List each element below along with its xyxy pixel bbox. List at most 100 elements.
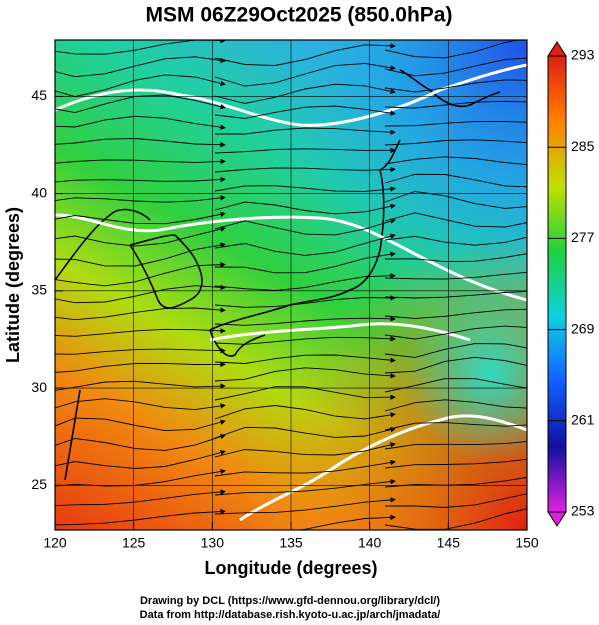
streamline [384,399,527,412]
x-axis-label: Longitude (degrees) [204,558,377,578]
streamline [55,398,226,411]
streamline [55,380,226,391]
streamline [384,356,527,374]
streamline [214,218,396,236]
streamline [214,442,396,458]
streamline [384,139,527,146]
streamline [214,251,396,274]
x-tick-label: 125 [122,535,146,551]
streamline [384,493,527,508]
streamline [384,121,527,127]
streamline [384,458,527,469]
streamline [214,405,396,420]
y-tick-label: 40 [31,184,47,200]
colorbar [547,55,567,513]
streamline [384,508,527,530]
colorbar-tick-label: 293 [571,47,595,63]
streamline [55,211,226,225]
streamline [55,284,226,304]
streamline [214,295,396,308]
streamline [214,105,396,119]
streamline [214,386,396,401]
streamline [384,173,527,188]
colorbar-tick-label: 269 [571,320,595,336]
colorbar-tick-label: 253 [571,503,595,519]
streamline [384,441,527,450]
colorbar-tick-label: 261 [571,412,595,428]
streamline [296,514,396,530]
streamline [214,147,396,154]
streamline [55,449,226,469]
streamline [214,497,396,515]
streamline [214,273,396,291]
y-tick-label: 30 [31,379,47,395]
streamline [214,426,396,439]
streamline [214,367,396,382]
streamline [384,271,527,280]
streamline [55,489,226,507]
streamline [384,343,527,358]
streamline [55,56,226,78]
streamline [384,40,521,59]
streamline [214,478,396,496]
credit-line: Data from http://database.rish.kyoto-u.a… [140,609,441,621]
streamline [55,176,226,183]
streamline [384,212,527,228]
streamline [214,166,396,173]
y-tick-label: 35 [31,282,47,298]
map-field [55,40,527,530]
y-tick-label: 45 [31,87,47,103]
streamline [214,459,396,477]
x-tick-label: 130 [201,535,225,551]
streamline [384,191,527,209]
streamline [214,43,396,66]
streamline [55,242,226,267]
streamline [384,156,527,166]
streamline [55,195,226,203]
streamline [384,378,527,393]
colorbar-cap [547,511,567,527]
streamline [214,83,396,104]
x-tick-label: 120 [43,535,67,551]
streamline [384,290,527,299]
streamline [55,417,226,432]
streamline [214,201,396,215]
y-axis-label: Latitude (degrees) [3,207,23,363]
x-tick-label: 140 [358,535,382,551]
streamline [384,57,527,77]
streamline [55,434,226,451]
credit-line: Drawing by DCL (https://www.gfd-dennou.o… [140,595,440,607]
streamline [55,226,226,247]
streamline [55,138,226,148]
streamline [384,476,527,488]
colorbar-tick-label: 285 [571,138,595,154]
streamline [214,316,396,326]
streamline [384,79,527,93]
streamline [55,115,226,130]
colorbar-tick-label: 277 [571,229,595,245]
streamline [214,62,396,87]
streamline [384,308,527,319]
streamline [55,158,226,165]
streamline [384,235,527,246]
streamline [55,347,226,355]
x-tick-label: 135 [279,535,303,551]
colorbar-cap [547,41,567,57]
streamline [384,325,527,340]
x-tick-label: 150 [515,535,539,551]
streamline [55,261,226,287]
streamline [384,422,527,431]
streamline [214,185,396,192]
streamline [214,233,396,256]
y-tick-label: 25 [31,476,47,492]
streamline [384,253,527,263]
streamline [55,328,226,337]
streamline [55,508,226,526]
chart-title: MSM 06Z29Oct2025 (850.0hPa) [146,4,453,27]
x-tick-label: 145 [437,535,461,551]
streamline [214,336,396,345]
streamline [214,354,396,364]
streamline [55,307,226,321]
streamline [55,361,226,373]
